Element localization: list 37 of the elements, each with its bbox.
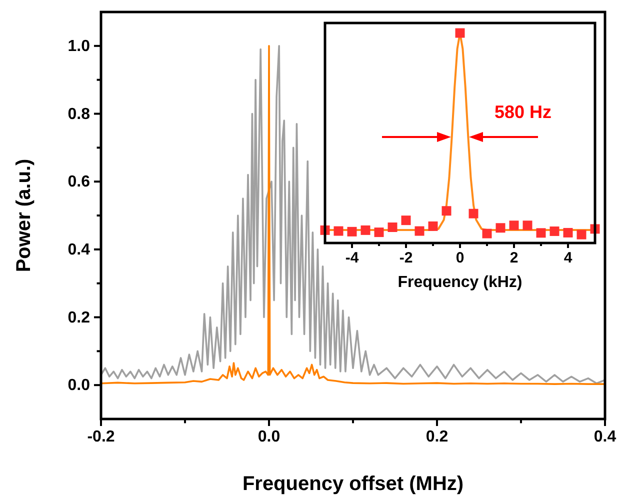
x-axis-title: Frequency (kHz) — [398, 274, 522, 291]
point — [563, 228, 573, 238]
y-tick-label: 0.0 — [68, 377, 90, 394]
x-tick-label: 0.2 — [426, 428, 448, 446]
x-tick-label: -4 — [345, 250, 360, 267]
y-tick-label: 1.0 — [68, 38, 90, 56]
point — [496, 223, 506, 233]
point — [388, 222, 398, 232]
point — [536, 228, 546, 238]
x-axis-title: Frequency offset (MHz) — [242, 473, 464, 495]
point — [374, 228, 384, 238]
point — [576, 230, 586, 240]
point — [428, 221, 438, 231]
point — [550, 226, 560, 236]
point — [334, 226, 344, 236]
x-tick-label: 0 — [456, 250, 464, 267]
point — [360, 225, 370, 235]
x-tick-label: 0.0 — [258, 428, 280, 446]
point — [455, 28, 465, 38]
x-tick-label: 4 — [564, 250, 573, 267]
y-tick-label: 0.8 — [68, 106, 90, 123]
x-tick-label: -2 — [399, 250, 413, 267]
y-tick-label: 0.6 — [68, 174, 90, 191]
point — [347, 226, 357, 236]
point — [522, 220, 532, 230]
point — [509, 220, 519, 230]
x-tick-label: 0.4 — [594, 428, 616, 446]
point — [442, 206, 452, 216]
point — [468, 208, 478, 218]
y-tick-label: 0.2 — [68, 309, 90, 326]
point — [401, 216, 411, 226]
annotation: 580 Hz — [494, 102, 552, 122]
point — [482, 228, 492, 238]
x-tick-label: -0.2 — [87, 428, 115, 446]
y-axis-title: Power (a.u.) — [13, 158, 35, 272]
x-tick-label: 2 — [510, 250, 518, 267]
point — [414, 226, 424, 236]
